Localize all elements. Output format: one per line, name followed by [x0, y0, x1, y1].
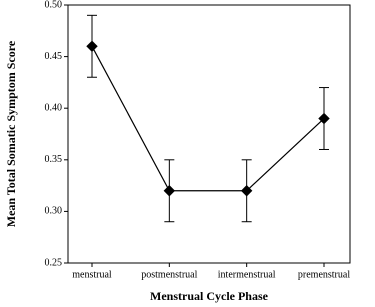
x-axis-title: Menstrual Cycle Phase: [150, 289, 269, 303]
plot-frame: [67, 4, 351, 264]
y-tick-label: 0.25: [45, 257, 63, 268]
series-line: [91, 45, 325, 192]
marker: [240, 185, 253, 197]
y-tick-label: 0.50: [45, 0, 63, 10]
x-tick-label: intermenstrual: [218, 269, 276, 280]
marker: [318, 112, 330, 125]
y-tick-label: 0.30: [45, 206, 63, 217]
marker: [163, 185, 176, 197]
y-tick-label: 0.35: [45, 154, 63, 165]
x-tick-label: menstrual: [72, 269, 112, 280]
x-tick-label: premenstrual: [298, 269, 350, 280]
y-tick-label: 0.40: [45, 102, 63, 113]
marker: [86, 40, 98, 52]
y-tick-label: 0.45: [45, 51, 63, 62]
y-axis-title: Mean Total Somatic Symptom Score: [4, 40, 18, 227]
x-tick-label: postmenstrual: [141, 269, 197, 280]
